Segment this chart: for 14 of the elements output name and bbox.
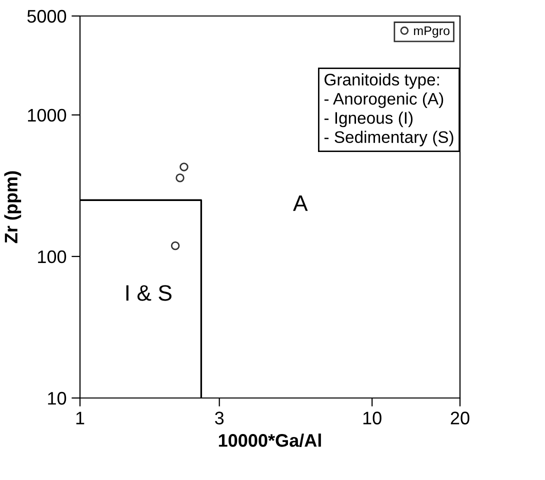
annotation: Granitoids type: - Anorogenic (A) - Igneous (I) - Sedimentary (S)	[324, 73, 454, 146]
x-tick-label: 1	[76, 412, 84, 424]
y-tick-label: 1000	[28, 108, 66, 122]
x-axis-title: 10000*Ga/Al	[218, 434, 321, 448]
x-tick-label: 10	[363, 412, 382, 424]
x-tick-label: 20	[450, 412, 470, 424]
annotation: I & S	[126, 285, 172, 301]
y-axis-title: Zr (ppm)	[4, 171, 22, 244]
x-tick-label: 3	[215, 412, 224, 424]
y-tick-label: 5000	[27, 10, 66, 23]
y-tick-label: 100	[38, 250, 66, 264]
y-tick-label: 10	[48, 392, 66, 405]
legend-label: mPgro	[414, 26, 450, 38]
annotation: A	[293, 196, 308, 211]
